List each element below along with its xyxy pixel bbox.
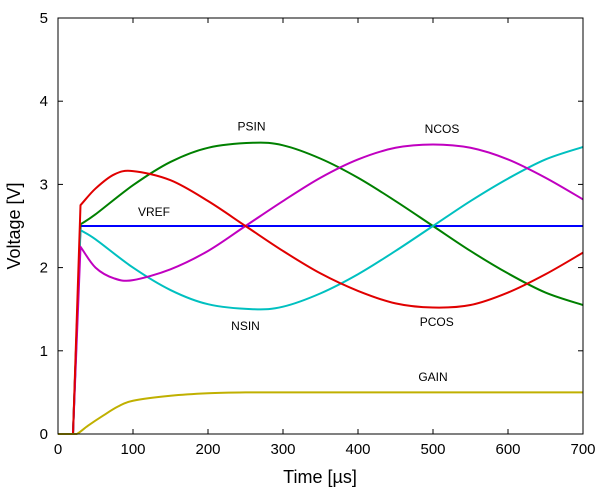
y-tick-label: 1 — [40, 343, 48, 360]
series-label-gain: GAIN — [418, 370, 447, 384]
x-tick-label: 600 — [495, 441, 520, 458]
y-axis-label: Voltage [V] — [4, 182, 24, 269]
series-line-pcos — [58, 169, 584, 435]
annotation-layer: PSIN NCOS VREF NSIN PCOS GAIN — [138, 119, 459, 383]
x-tick-label: 700 — [570, 441, 595, 458]
x-tick-label: 400 — [345, 441, 370, 458]
ticks-layer: 0 100 200 300 400 500 600 700 0 1 2 3 4 5 — [40, 10, 596, 458]
x-axis-label: Time [µs] — [283, 467, 357, 487]
series-label-psin: PSIN — [237, 119, 265, 133]
series-layer — [58, 141, 584, 435]
series-line-nsin — [58, 146, 584, 435]
series-line-gain — [58, 391, 583, 435]
y-tick-label: 2 — [40, 260, 48, 277]
series-line-ncos — [58, 143, 584, 435]
y-tick-label: 5 — [40, 10, 48, 27]
y-tick-label: 0 — [40, 426, 48, 443]
y-tick-label: 3 — [40, 176, 48, 193]
series-line-vref — [58, 225, 583, 435]
series-label-pcos: PCOS — [420, 315, 454, 329]
series-label-ncos: NCOS — [425, 122, 460, 136]
y-tick-label: 4 — [40, 93, 48, 110]
x-tick-label: 100 — [120, 441, 145, 458]
x-tick-label: 500 — [420, 441, 445, 458]
x-tick-label: 0 — [54, 441, 62, 458]
x-tick-label: 300 — [270, 441, 295, 458]
plot-frame — [57, 17, 584, 435]
series-label-vref: VREF — [138, 205, 170, 219]
series-line-psin — [58, 141, 584, 435]
series-label-nsin: NSIN — [231, 319, 260, 333]
x-tick-label: 200 — [195, 441, 220, 458]
